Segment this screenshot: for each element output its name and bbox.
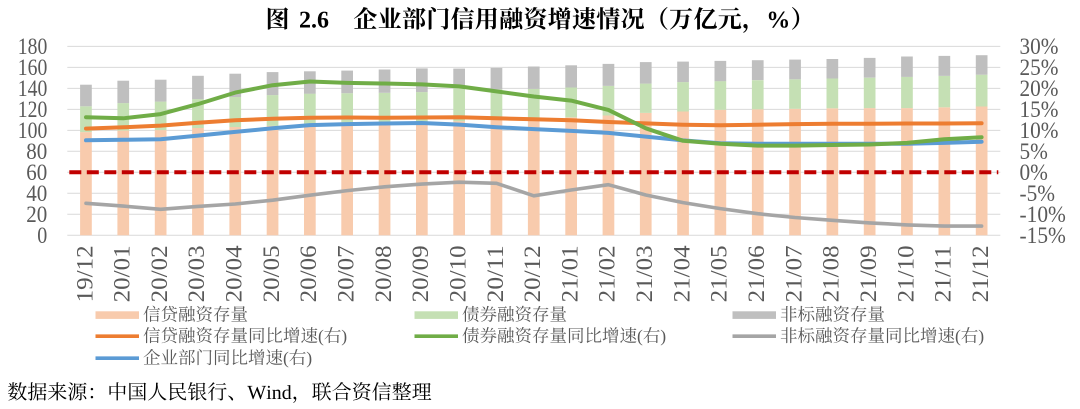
svg-text:20: 20: [26, 202, 47, 227]
svg-text:21/10: 21/10: [893, 245, 918, 302]
svg-text:10%: 10%: [1020, 118, 1059, 143]
svg-text:100: 100: [18, 118, 48, 143]
svg-text:20/02: 20/02: [147, 245, 172, 302]
svg-text:21/12: 21/12: [968, 245, 993, 302]
svg-text:21/07: 21/07: [781, 245, 806, 302]
svg-text:30%: 30%: [1020, 34, 1059, 59]
svg-text:21/11: 21/11: [931, 245, 956, 302]
svg-text:20/01: 20/01: [110, 245, 135, 302]
svg-text:20/10: 20/10: [446, 245, 471, 302]
svg-text:140: 140: [18, 76, 48, 101]
svg-text:-10%: -10%: [1020, 202, 1066, 227]
svg-text:20/04: 20/04: [222, 245, 247, 303]
svg-text:21/02: 21/02: [595, 245, 620, 302]
svg-text:20/08: 20/08: [371, 245, 396, 302]
svg-text:20%: 20%: [1020, 76, 1059, 101]
svg-text:21/05: 21/05: [707, 245, 732, 302]
svg-text:20/09: 20/09: [408, 245, 433, 302]
svg-text:21/03: 21/03: [632, 245, 657, 302]
svg-text:180: 180: [18, 34, 48, 59]
svg-text:25%: 25%: [1020, 55, 1059, 80]
svg-text:0%: 0%: [1020, 160, 1048, 185]
svg-text:15%: 15%: [1020, 97, 1059, 122]
svg-text:20/12: 20/12: [520, 245, 545, 302]
svg-text:21/06: 21/06: [744, 245, 769, 302]
svg-text:21/08: 21/08: [819, 245, 844, 302]
svg-text:20/03: 20/03: [184, 245, 209, 302]
svg-text:160: 160: [18, 55, 48, 80]
svg-text:5%: 5%: [1020, 139, 1048, 164]
svg-text:20/11: 20/11: [483, 245, 508, 302]
svg-text:19/12: 19/12: [72, 245, 97, 302]
svg-text:20/07: 20/07: [334, 245, 359, 302]
svg-text:21/04: 21/04: [669, 245, 694, 303]
svg-text:20/05: 20/05: [259, 245, 284, 302]
svg-text:20/06: 20/06: [296, 245, 321, 302]
svg-text:-15%: -15%: [1020, 223, 1066, 248]
svg-text:60: 60: [26, 160, 47, 185]
svg-text:21/01: 21/01: [557, 245, 582, 302]
svg-text:21/09: 21/09: [856, 245, 881, 302]
svg-text:120: 120: [18, 97, 48, 122]
svg-text:80: 80: [26, 139, 47, 164]
svg-text:40: 40: [26, 181, 47, 206]
svg-text:0: 0: [37, 223, 47, 248]
svg-text:-5%: -5%: [1020, 181, 1056, 206]
